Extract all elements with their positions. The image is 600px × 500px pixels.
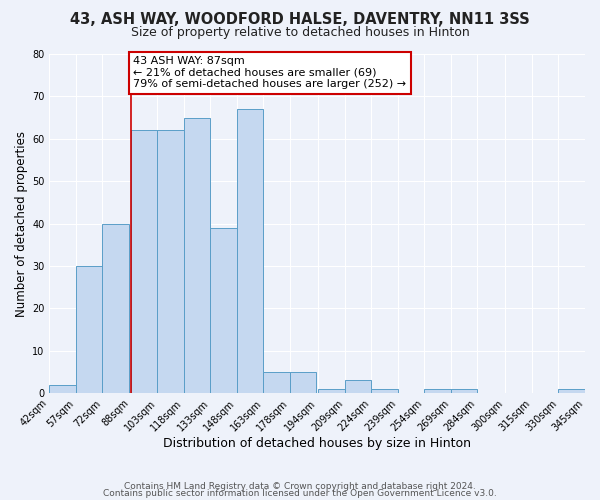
Text: Contains HM Land Registry data © Crown copyright and database right 2024.: Contains HM Land Registry data © Crown c…	[124, 482, 476, 491]
Bar	[424, 389, 451, 393]
Bar	[131, 130, 157, 393]
Bar	[263, 372, 290, 393]
Bar	[344, 380, 371, 393]
Y-axis label: Number of detached properties: Number of detached properties	[15, 130, 28, 316]
X-axis label: Distribution of detached houses by size in Hinton: Distribution of detached houses by size …	[163, 437, 471, 450]
Text: Contains public sector information licensed under the Open Government Licence v3: Contains public sector information licen…	[103, 490, 497, 498]
Bar	[49, 384, 76, 393]
Bar	[103, 224, 129, 393]
Bar	[210, 228, 237, 393]
Bar	[237, 109, 263, 393]
Text: 43 ASH WAY: 87sqm
← 21% of detached houses are smaller (69)
79% of semi-detached: 43 ASH WAY: 87sqm ← 21% of detached hous…	[133, 56, 406, 90]
Text: Size of property relative to detached houses in Hinton: Size of property relative to detached ho…	[131, 26, 469, 39]
Bar	[451, 389, 477, 393]
Bar	[290, 372, 316, 393]
Bar	[371, 389, 398, 393]
Text: 43, ASH WAY, WOODFORD HALSE, DAVENTRY, NN11 3SS: 43, ASH WAY, WOODFORD HALSE, DAVENTRY, N…	[70, 12, 530, 28]
Bar	[157, 130, 184, 393]
Bar	[76, 266, 103, 393]
Bar	[318, 389, 344, 393]
Bar	[184, 118, 210, 393]
Bar	[559, 389, 585, 393]
